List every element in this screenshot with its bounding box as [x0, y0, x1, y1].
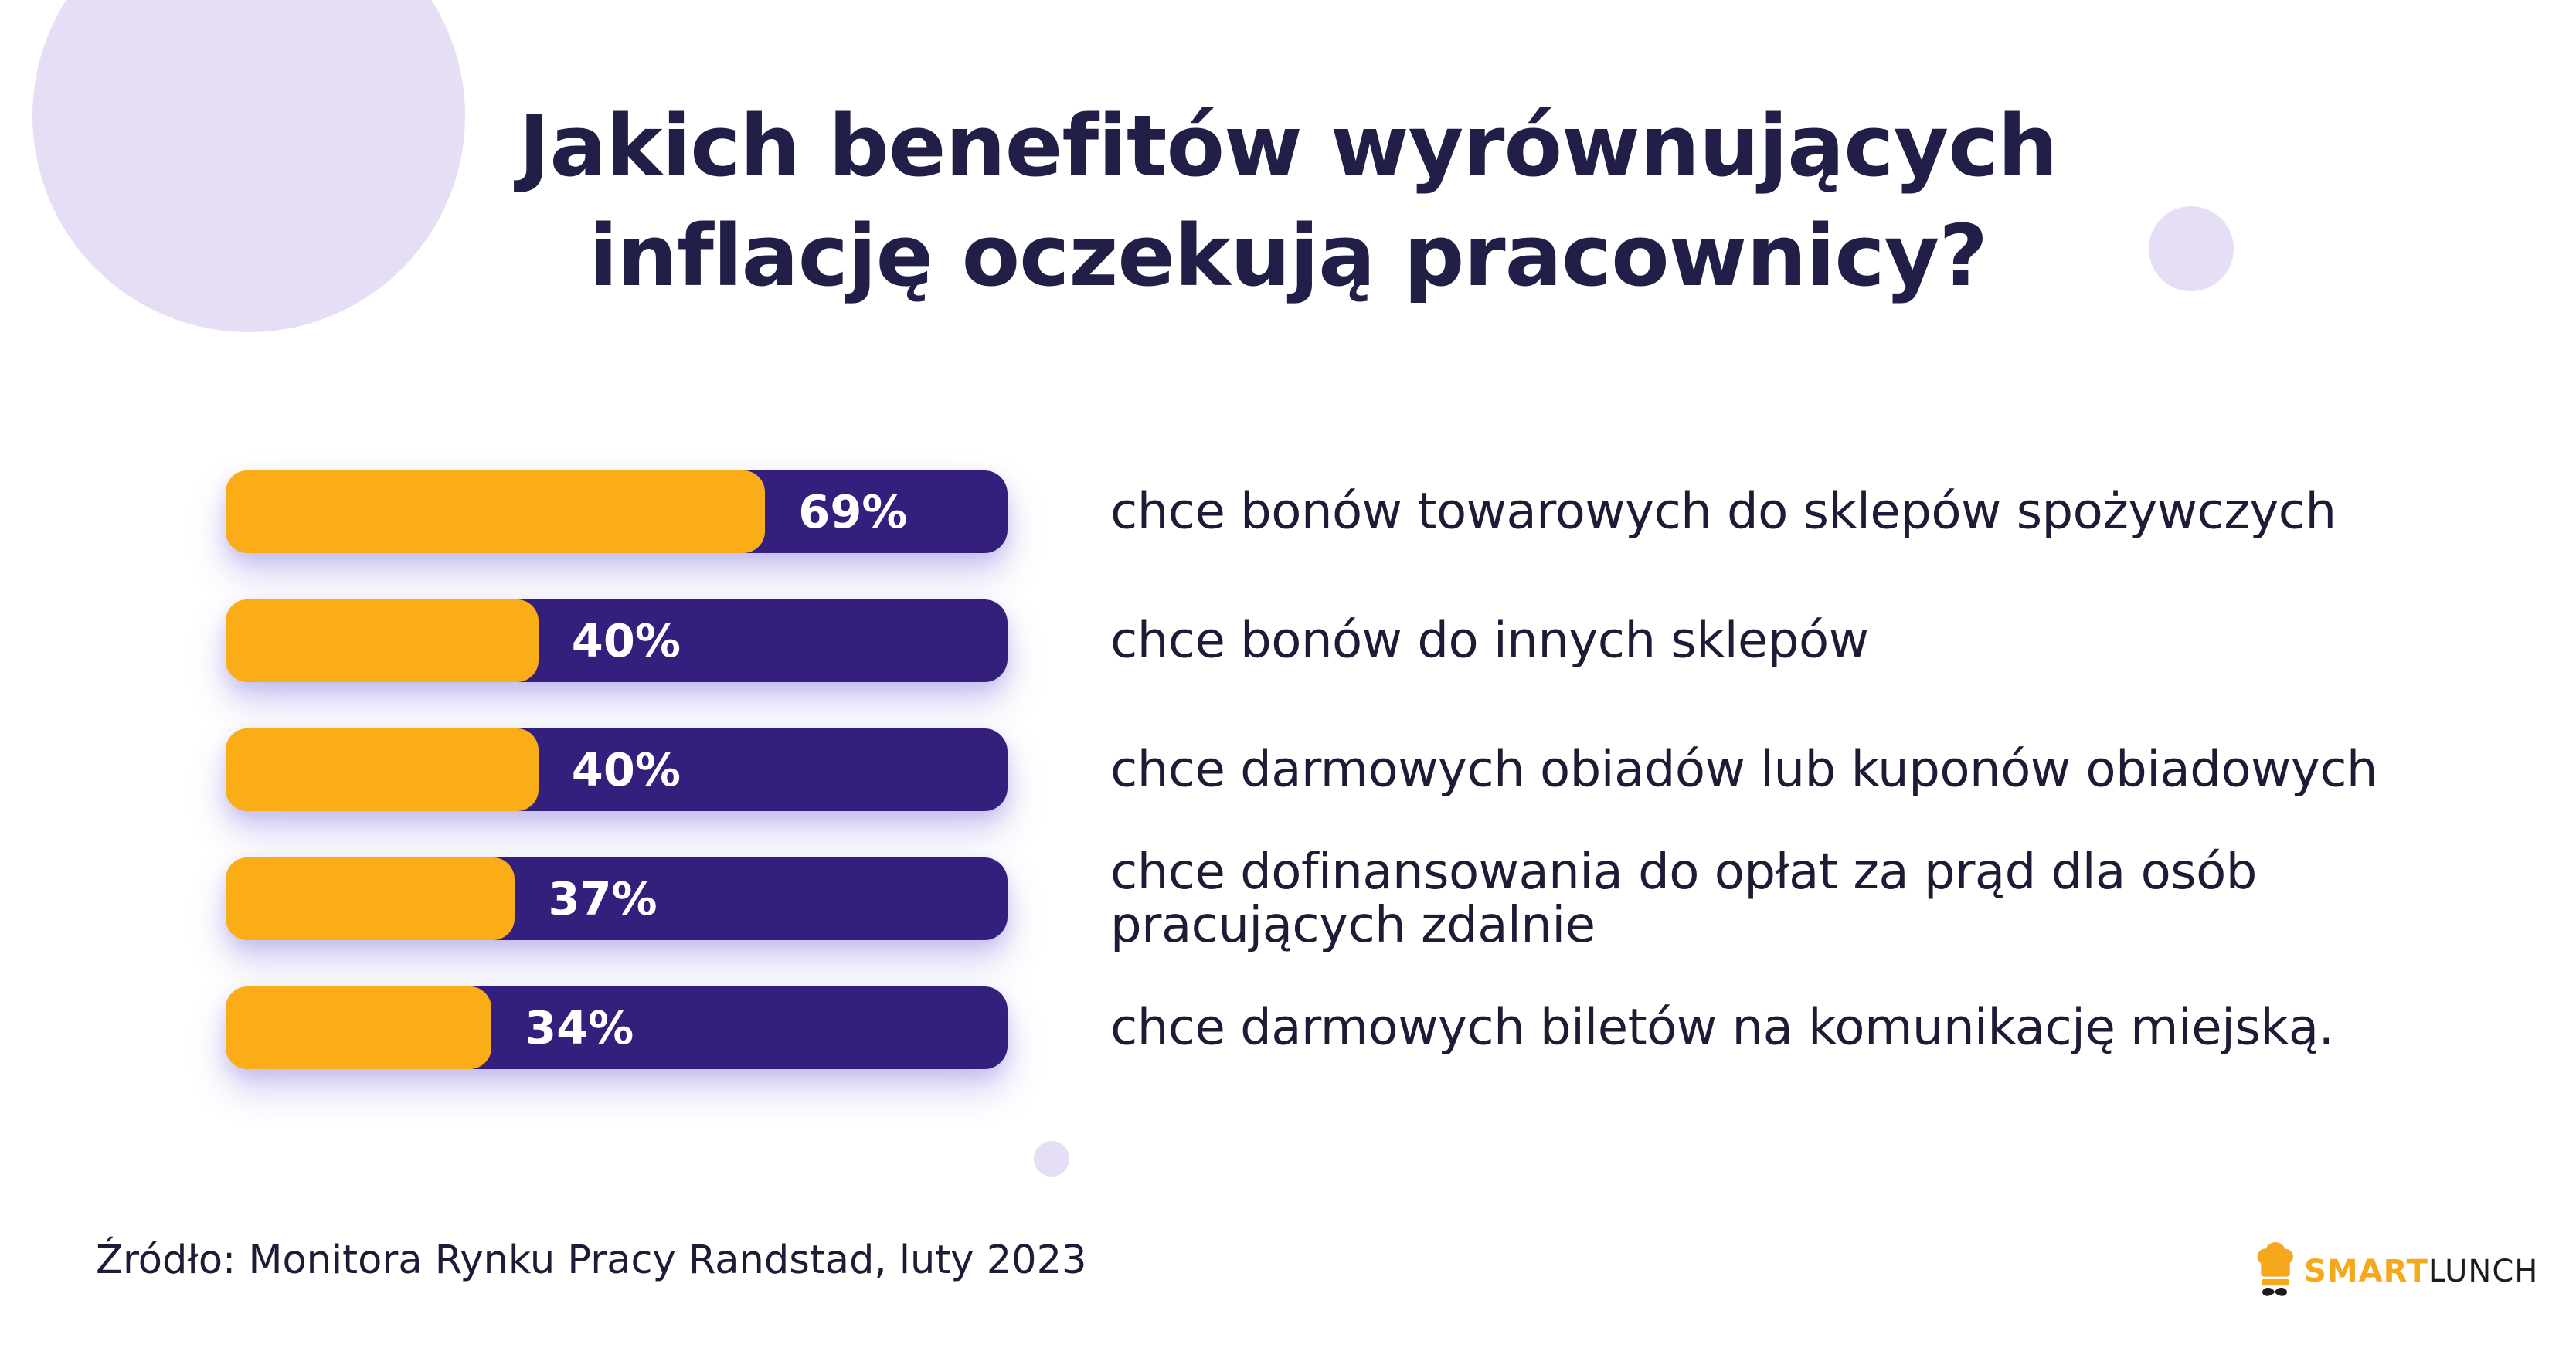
decor-circle-right	[2149, 206, 2234, 291]
source-text: Źródło: Monitora Rynku Pracy Randstad, l…	[96, 1238, 1087, 1283]
bar-value-1: 69%	[798, 485, 908, 538]
bar-track-5: 34%	[226, 986, 1008, 1069]
chart-row-2: 40% chce bonów do innych sklepów	[226, 599, 2505, 682]
chef-hat-icon	[2257, 1242, 2293, 1296]
bar-track-4: 37%	[226, 857, 1008, 940]
page-title-line1: Jakich benefitów wyrównujących	[518, 97, 2058, 195]
chart-row-5: 34% chce darmowych biletów na komunikacj…	[226, 986, 2505, 1069]
bar-value-4: 37%	[548, 872, 658, 925]
bar-label-1: chce bonów towarowych do sklepów spożywc…	[1110, 483, 2336, 540]
bar-track-1: 69%	[226, 470, 1008, 553]
bar-fill-4	[226, 857, 515, 940]
logo-text-lunch: LUNCH	[2428, 1254, 2539, 1289]
chart-row-4: 37% chce dofinansowania do opłat za prąd…	[226, 845, 2505, 952]
logo-text-smart: SMART	[2304, 1254, 2428, 1289]
bar-fill-5	[226, 986, 492, 1069]
bar-value-2: 40%	[571, 614, 681, 667]
chart-row-3: 40% chce darmowych obiadów lub kuponów o…	[226, 728, 2505, 811]
smartlunch-logo: SMARTLUNCH	[2255, 1241, 2538, 1302]
bar-fill-3	[226, 728, 539, 811]
page-title: Jakich benefitów wyrównujących inflację …	[0, 91, 2576, 311]
bar-fill-1	[226, 470, 766, 553]
decor-circle-top-left	[32, 0, 465, 332]
decor-circle-bottom	[1034, 1141, 1069, 1177]
logo-wordmark: SMARTLUNCH	[2304, 1254, 2538, 1289]
bar-track-2: 40%	[226, 599, 1008, 682]
bar-label-5: chce darmowych biletów na komunikację mi…	[1110, 999, 2334, 1056]
bar-label-4: chce dofinansowania do opłat za prąd dla…	[1110, 843, 2257, 954]
bar-value-3: 40%	[571, 743, 681, 796]
chart-row-1: 69% chce bonów towarowych do sklepów spo…	[226, 470, 2505, 553]
bar-label-2: chce bonów do innych sklepów	[1110, 612, 1869, 669]
bar-label-3: chce darmowych obiadów lub kuponów obiad…	[1110, 741, 2377, 798]
bar-value-5: 34%	[525, 1001, 634, 1054]
bar-fill-2	[226, 599, 539, 682]
page-title-line2: inflację oczekują pracownicy?	[588, 206, 1988, 305]
bar-track-3: 40%	[226, 728, 1008, 811]
